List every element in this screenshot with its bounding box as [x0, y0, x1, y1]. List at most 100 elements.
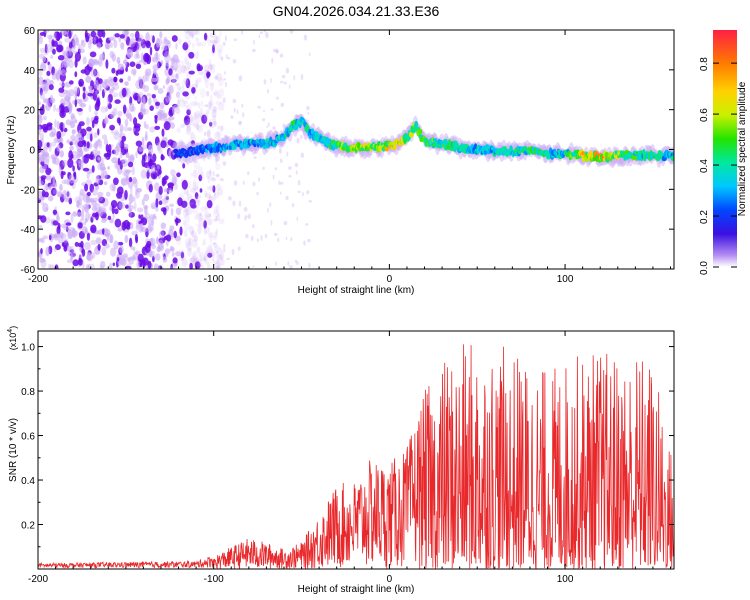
spectrogram-noise-blob	[155, 198, 159, 208]
spectrogram-noise-blob	[218, 77, 224, 87]
spectrogram-noise-blob	[182, 157, 189, 162]
spectrogram-noise-blob	[149, 250, 154, 258]
spectrogram-noise-blob	[178, 100, 186, 108]
spectrogram-noise-blob	[193, 112, 197, 120]
spectrogram-noise-blob	[113, 76, 118, 83]
spectrogram-noise-blob	[203, 254, 206, 262]
spectrogram-noise-blob	[141, 136, 145, 147]
spectrogram-noise-blob	[201, 41, 207, 47]
spectrogram-noise-blob	[211, 109, 217, 118]
spectrogram-noise-blob	[39, 92, 45, 100]
spectrogram-noise-blob	[213, 209, 219, 217]
spectrogram-noise-blob	[123, 143, 129, 150]
spectrogram-noise-blob	[59, 232, 64, 239]
spectrogram-noise-blob	[39, 47, 46, 53]
spectrogram-noise-blob	[188, 237, 191, 247]
spectrogram-noise-blob	[198, 251, 204, 257]
spectrogram-noise-blob	[139, 83, 146, 90]
spectrogram-noise-blob	[145, 32, 150, 42]
spectrogram-noise-blob	[93, 154, 97, 162]
spectrogram-noise-blob	[283, 221, 288, 226]
spectrogram-noise-blob	[209, 82, 214, 92]
spectrogram-noise-blob	[217, 125, 221, 130]
spectrogram-noise-blob	[38, 156, 45, 162]
spectrogram-noise-blob	[209, 264, 213, 269]
spectrogram-noise-blob	[194, 215, 199, 220]
spectrogram-noise-blob	[252, 265, 255, 268]
spectrogram-noise-blob	[65, 222, 72, 226]
spectrogram-noise-blob	[50, 141, 57, 147]
spectrogram-noise-blob	[238, 200, 242, 207]
spectrogram-noise-blob	[265, 31, 269, 39]
spectrogram-noise-blob	[82, 259, 85, 269]
spectrogram-noise-blob	[163, 175, 169, 180]
spectrogram-noise-blob	[38, 224, 43, 230]
spectrogram-noise-blob	[140, 169, 147, 179]
spectrogram-noise-blob	[68, 197, 73, 205]
spectrogram-noise-blob	[210, 177, 217, 182]
spectrogram-noise-blob	[250, 235, 254, 241]
spectrogram-noise-blob	[197, 212, 204, 222]
spectrogram-noise-blob	[205, 109, 210, 115]
spectrogram-noise-blob	[68, 47, 72, 57]
spectrogram-noise-blob	[53, 247, 57, 253]
spectrogram-noise-blob	[63, 245, 68, 252]
spectrogram-noise-blob	[119, 34, 126, 39]
spectrogram-noise-blob	[303, 34, 308, 41]
spectrogram-noise-blob	[193, 235, 198, 242]
spectrogram-noise-blob	[201, 114, 208, 124]
spectrogram-ridge-cell	[392, 144, 398, 150]
spectrogram-noise-blob	[130, 68, 137, 75]
spectrogram-noise-blob	[256, 238, 259, 243]
spectrogram-noise-blob	[67, 229, 74, 239]
spectrogram-noise-blob	[220, 56, 224, 61]
spectrogram-noise-blob	[149, 214, 154, 219]
spectrogram-noise-blob	[92, 212, 99, 218]
spectrogram-noise-blob	[76, 200, 80, 208]
spectrogram-noise-blob	[175, 91, 181, 98]
spectrogram-noise-blob	[119, 42, 125, 49]
spectrogram-noise-blob	[221, 138, 226, 142]
spectrogram-noise-blob	[72, 40, 76, 50]
spectrogram-noise-blob	[209, 64, 213, 71]
spectrogram-noise-blob	[117, 241, 124, 246]
spectrogram-noise-blob	[57, 69, 63, 76]
spectrogram-noise-blob	[77, 222, 83, 229]
spectrogram-noise-blob	[96, 195, 103, 202]
spectrogram-noise-blob	[215, 228, 219, 236]
spectrogram-noise-blob	[124, 30, 129, 36]
spectrogram-noise-blob	[70, 213, 74, 224]
spectrogram-noise-blob	[258, 177, 261, 182]
spectrogram-noise-blob	[76, 108, 83, 112]
spectrogram-noise-blob	[39, 165, 45, 174]
spectrogram-noise-blob	[62, 101, 68, 106]
spectrogram-noise-blob	[175, 107, 181, 114]
spectrogram-noise-blob	[62, 159, 68, 167]
spectrogram-noise-blob	[258, 34, 261, 39]
spectrogram-noise-blob	[112, 262, 116, 267]
spectrogram-noise-blob	[74, 58, 78, 68]
spectrogram-noise-blob	[161, 45, 168, 51]
spectrogram-noise-blob	[74, 241, 79, 247]
spectrogram-noise-blob	[296, 137, 300, 144]
spectrogram-noise-blob	[125, 61, 130, 68]
spectrogram-noise-blob	[236, 109, 239, 115]
spectrogram-noise-blob	[214, 75, 219, 80]
spectrogram-noise-blob	[136, 188, 143, 193]
spectrogram-noise-blob	[273, 232, 278, 236]
spectrogram-noise-blob	[188, 70, 195, 75]
spectrogram-noise-blob	[213, 242, 218, 248]
spectrogram-noise-blob	[212, 91, 219, 96]
spectrogram-noise-blob	[215, 204, 220, 213]
spectrogram-noise-blob	[50, 54, 54, 59]
spectrogram-noise-blob	[178, 139, 184, 147]
spectrogram-noise-blob	[86, 141, 90, 149]
spectrogram-noise-blob	[102, 170, 108, 180]
spectrogram-noise-blob	[39, 87, 43, 96]
spectrogram-noise-blob	[195, 37, 200, 42]
spectrogram-noise-blob	[84, 65, 91, 76]
spectrogram-noise-blob	[195, 256, 199, 261]
spectrogram-noise-blob	[190, 255, 197, 264]
spectrogram-noise-blob	[86, 193, 91, 204]
spectrogram-noise-blob	[203, 155, 206, 162]
